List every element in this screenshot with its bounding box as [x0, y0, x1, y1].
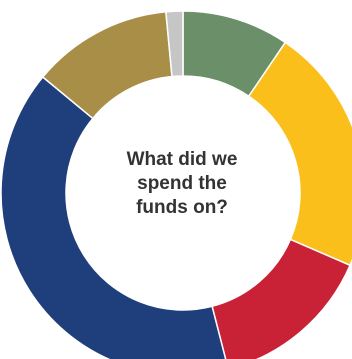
donut-slice-6: [165, 10, 184, 78]
center-label-line-1: What did we: [126, 149, 238, 170]
center-label-line-3: funds on?: [136, 197, 228, 218]
donut-slice-2: [247, 41, 352, 267]
donut-slice-4: [0, 75, 227, 359]
center-label-line-2: spend the: [137, 173, 227, 194]
donut-slice-3: [211, 238, 352, 359]
donut-slices: [0, 10, 352, 359]
donut-center-label: What did we spend the funds on?: [96, 148, 268, 220]
